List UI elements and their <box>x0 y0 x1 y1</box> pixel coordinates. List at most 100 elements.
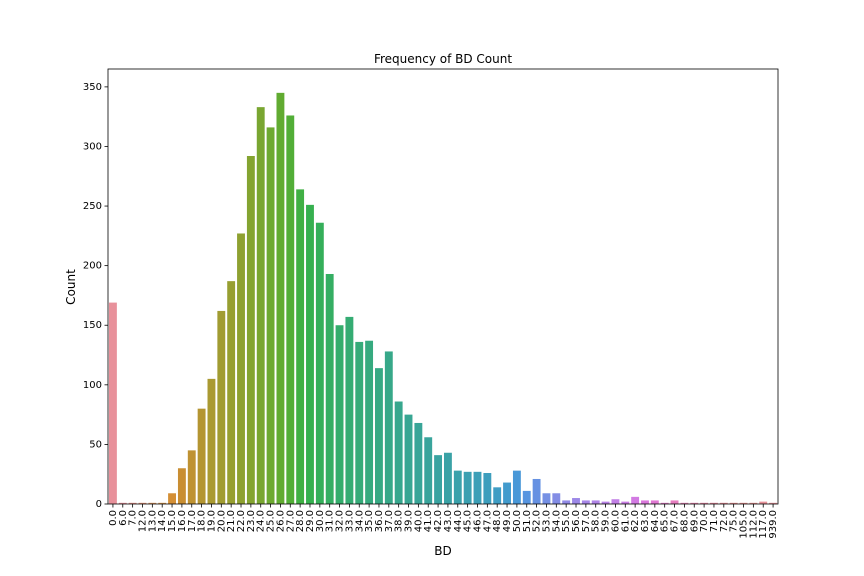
bars <box>108 92 778 505</box>
bar-38.0 <box>394 401 403 504</box>
bar-42.0 <box>434 455 443 504</box>
bar-29.0 <box>306 204 314 505</box>
x-axis: 0.06.07.012.013.014.015.016.017.018.019.… <box>108 504 779 539</box>
bar-14.0 <box>158 502 167 504</box>
x-tick-label: 17.0 <box>187 510 198 532</box>
x-tick-label: 33.0 <box>344 510 355 532</box>
bar-50.0 <box>512 470 521 504</box>
bar-55.0 <box>562 500 571 504</box>
x-tick-label: 13.0 <box>147 510 158 532</box>
x-tick-label: 21.0 <box>226 510 237 532</box>
x-tick-label: 54.0 <box>551 510 562 532</box>
bar-58.0 <box>591 500 600 504</box>
bar-46.0 <box>473 471 482 504</box>
bar-51.0 <box>522 490 531 504</box>
bar-16.0 <box>177 468 186 504</box>
x-tick-label: 939.0 <box>768 510 779 539</box>
y-tick-label: 350 <box>83 82 102 93</box>
bar-72.0 <box>719 502 728 504</box>
y-axis: 0 50 100 150 200 250 300 350 <box>83 82 108 510</box>
y-tick-label: 0 <box>96 499 102 510</box>
bar-112.0 <box>749 502 758 504</box>
bar-6.0 <box>118 502 127 504</box>
x-tick-label: 18.0 <box>197 510 208 532</box>
bar-22.0 <box>237 233 245 504</box>
y-tick-label: 50 <box>89 439 102 450</box>
bar-39.0 <box>404 414 413 504</box>
x-tick-label: 60.0 <box>610 510 621 532</box>
x-axis-label: BD <box>434 544 451 558</box>
bar-53.0 <box>542 493 551 504</box>
x-tick-label: 56.0 <box>571 510 582 532</box>
y-tick-label: 200 <box>83 261 102 272</box>
x-tick-label: 6.0 <box>118 510 129 526</box>
x-tick-label: 59.0 <box>601 510 612 532</box>
bar-37.0 <box>384 351 393 504</box>
plot-frame <box>107 68 779 505</box>
x-tick-label: 24.0 <box>256 510 267 532</box>
bar-30.0 <box>315 222 324 505</box>
bar-32.0 <box>335 325 344 504</box>
x-tick-label: 105.0 <box>739 510 750 539</box>
bar-117.0 <box>759 501 768 504</box>
x-tick-label: 14.0 <box>157 510 168 532</box>
x-tick-label: 31.0 <box>325 510 336 532</box>
bar-69.0 <box>690 502 699 504</box>
chart-title: Frequency of BD Count <box>374 52 512 66</box>
x-tick-label: 20.0 <box>216 510 227 532</box>
x-tick-label: 30.0 <box>315 510 326 532</box>
bar-44.0 <box>453 470 462 504</box>
y-axis-label: Count <box>64 269 78 305</box>
x-tick-label: 23.0 <box>246 510 257 532</box>
x-tick-label: 37.0 <box>384 510 395 532</box>
y-tick-label: 100 <box>83 380 102 391</box>
bar-75.0 <box>729 502 738 504</box>
bar-62.0 <box>631 496 640 504</box>
bar-43.0 <box>443 452 452 504</box>
x-tick-label: 71.0 <box>709 510 720 532</box>
x-tick-label: 40.0 <box>413 510 424 532</box>
bar-27.0 <box>286 115 295 504</box>
x-tick-label: 53.0 <box>541 510 552 532</box>
bar-26.0 <box>276 92 285 504</box>
bar-23.0 <box>246 156 255 504</box>
x-tick-label: 41.0 <box>423 510 434 532</box>
bar-60.0 <box>611 499 620 504</box>
x-tick-label: 38.0 <box>394 510 405 532</box>
bar-17.0 <box>187 450 196 504</box>
x-tick-label: 49.0 <box>502 510 513 532</box>
bar-34.0 <box>355 341 364 504</box>
bar-47.0 <box>483 473 492 504</box>
bar-59.0 <box>601 501 610 504</box>
x-tick-label: 69.0 <box>689 510 700 532</box>
x-tick-label: 15.0 <box>167 510 178 532</box>
bar-41.0 <box>424 437 433 504</box>
x-tick-label: 45.0 <box>463 510 474 532</box>
bar-18.0 <box>197 408 206 504</box>
bar-12.0 <box>138 502 147 504</box>
x-tick-label: 57.0 <box>581 510 592 532</box>
bar-25.0 <box>266 127 275 505</box>
x-tick-label: 29.0 <box>305 510 316 532</box>
bar-64.0 <box>650 500 659 504</box>
x-tick-label: 35.0 <box>364 510 375 532</box>
x-tick-label: 62.0 <box>630 510 641 532</box>
bar-19.0 <box>207 378 216 504</box>
x-tick-label: 39.0 <box>404 510 415 532</box>
bar-13.0 <box>148 502 157 504</box>
y-tick-label: 300 <box>83 141 102 152</box>
x-tick-label: 117.0 <box>758 510 769 539</box>
x-tick-label: 27.0 <box>285 510 296 532</box>
x-tick-label: 7.0 <box>128 510 139 526</box>
bar-63.0 <box>641 500 649 504</box>
y-tick-label: 250 <box>83 201 102 212</box>
bar-36.0 <box>375 368 383 504</box>
x-tick-label: 61.0 <box>620 510 631 532</box>
x-tick-label: 75.0 <box>729 510 740 532</box>
x-tick-label: 55.0 <box>561 510 572 532</box>
bar-24.0 <box>256 107 265 504</box>
x-tick-label: 12.0 <box>137 510 148 532</box>
x-tick-label: 25.0 <box>266 510 277 532</box>
x-tick-label: 72.0 <box>719 510 730 532</box>
